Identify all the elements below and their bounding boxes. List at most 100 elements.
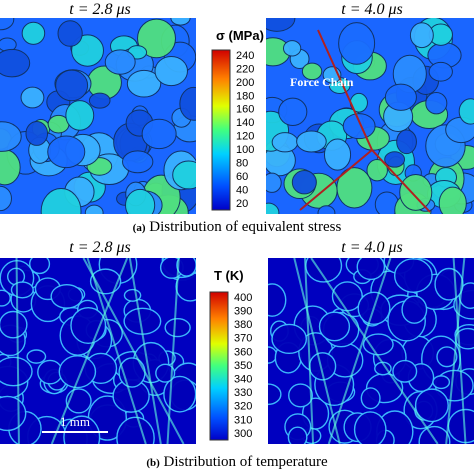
colorbar-tick-label: 330 [234, 387, 252, 399]
stress-image [0, 18, 196, 214]
caption-text: Distribution of temperature [164, 454, 328, 470]
grain [0, 18, 15, 31]
grain [55, 69, 89, 102]
grain [50, 284, 84, 309]
grain [384, 151, 406, 168]
grain [20, 86, 45, 109]
grain [26, 349, 47, 364]
grain [47, 135, 86, 169]
grain [0, 48, 31, 78]
grain [393, 258, 433, 294]
hot-band [15, 258, 20, 444]
colorbar-tick-label: 390 [234, 306, 252, 318]
grain [29, 258, 51, 275]
grain [458, 98, 474, 125]
hot-band [82, 258, 185, 444]
grain [71, 34, 104, 67]
grain [179, 86, 196, 121]
colorbar-tick-label: 310 [234, 414, 252, 426]
grain [176, 258, 196, 277]
frame-title: t = 2.8 μs [69, 1, 131, 18]
hot-band [445, 258, 466, 444]
colorbar-tick-label: 80 [236, 158, 248, 170]
grain [89, 268, 122, 295]
grain [266, 202, 280, 214]
grain [318, 311, 351, 342]
grain [172, 160, 196, 190]
hot-band [303, 258, 315, 444]
grain [268, 383, 282, 406]
colorbar-tick-label: 380 [234, 319, 252, 331]
colorbar-tick-label: 240 [236, 50, 254, 62]
grain [137, 18, 176, 59]
grain [425, 91, 448, 115]
grain [126, 69, 162, 98]
grain [401, 295, 428, 324]
grain [37, 359, 63, 385]
grain [396, 129, 417, 155]
grain [57, 20, 83, 47]
grain [296, 130, 327, 153]
grain [362, 333, 394, 356]
grain [122, 150, 154, 174]
frame-title: t = 4.0 μs [341, 239, 403, 256]
grain [409, 22, 434, 49]
grain [58, 355, 97, 389]
grain [268, 346, 278, 364]
grain [0, 185, 12, 212]
colorbar-tick-label: 320 [234, 401, 252, 413]
grain [0, 356, 33, 387]
colorbar-label: T (K) [214, 268, 244, 283]
hot-band [86, 258, 147, 444]
grain [170, 18, 191, 26]
hot-band [166, 258, 180, 444]
grain [40, 188, 82, 214]
grain [392, 359, 418, 383]
grain [432, 375, 451, 390]
colorbar-tick-label: 300 [234, 428, 252, 440]
grain [84, 204, 104, 214]
colorbar-tick-label: 180 [236, 90, 254, 102]
grain [21, 21, 46, 45]
grain [65, 100, 95, 131]
colorbar-tick-label: 120 [236, 131, 254, 143]
grain [356, 258, 386, 281]
grain [438, 186, 467, 214]
hot-band [293, 258, 341, 444]
grain [282, 40, 302, 57]
grain [88, 92, 111, 109]
grain [301, 62, 323, 81]
annotation: Force Chain [290, 75, 354, 89]
grain [288, 383, 314, 408]
grain [434, 267, 464, 301]
grain [436, 346, 458, 368]
force-chain [299, 29, 431, 213]
hot-band [452, 258, 467, 444]
colorbar-tick-label: 360 [234, 346, 252, 358]
grain [360, 387, 381, 410]
grain [278, 97, 308, 126]
hot-band [327, 258, 392, 444]
grain [0, 289, 11, 307]
grain [414, 388, 449, 423]
grain [353, 411, 387, 444]
caption-label: (a) [133, 222, 146, 234]
hot-band [128, 258, 162, 444]
grain [104, 49, 136, 75]
caption: (a) Distribution of equivalent stress [133, 219, 342, 235]
grain [291, 170, 317, 195]
colorbar [209, 291, 229, 441]
colorbar-tick-label: 200 [236, 77, 254, 89]
temperature-image [268, 258, 474, 444]
frame-title: t = 4.0 μs [341, 1, 403, 18]
colorbar-tick-label: 60 [236, 171, 248, 183]
colorbar-tick-label: 140 [236, 117, 254, 129]
hot-band [50, 258, 129, 444]
stress-image [266, 18, 474, 214]
colorbar [211, 49, 231, 211]
grain [154, 55, 188, 87]
grain [287, 426, 308, 444]
grain [10, 281, 34, 299]
grain [323, 138, 352, 171]
